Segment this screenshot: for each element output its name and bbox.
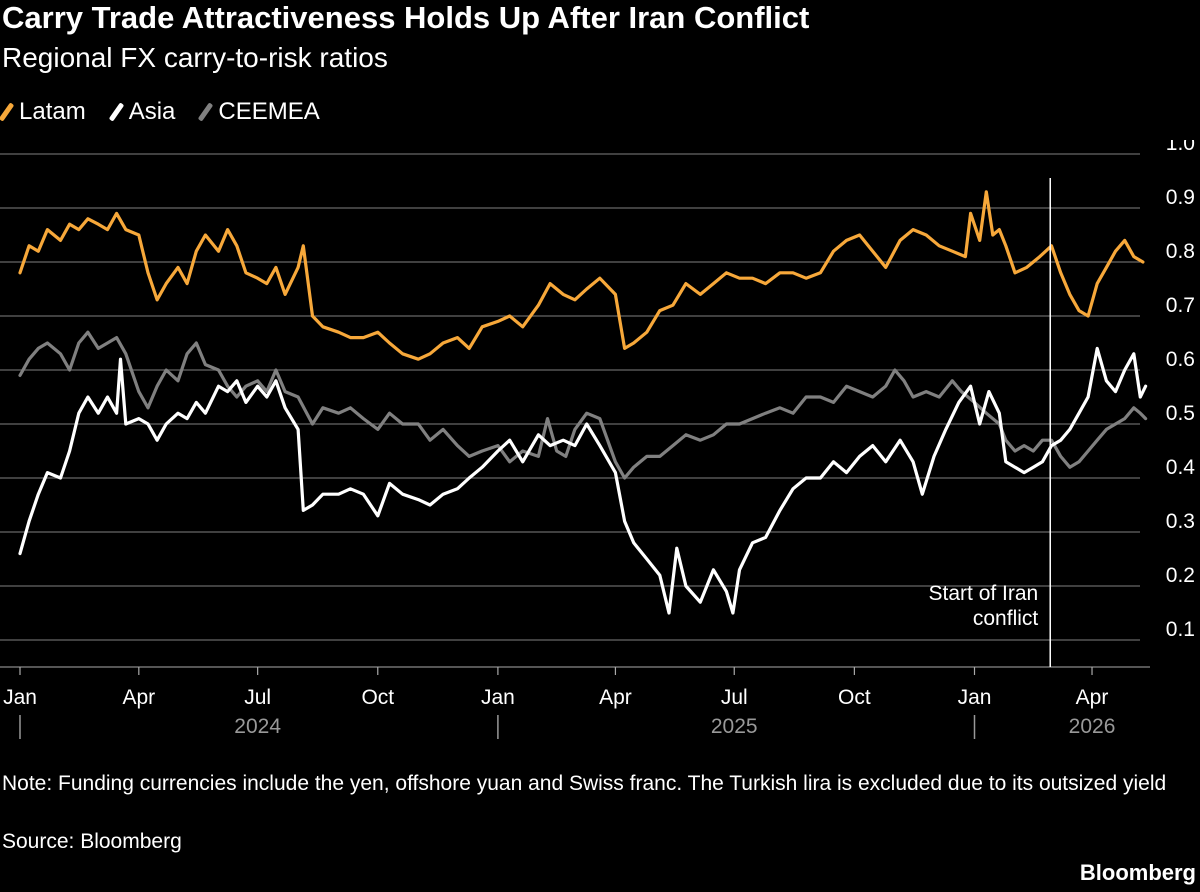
y-tick-label: 0.4: [1166, 456, 1196, 479]
annotation-text: Start of Iran: [929, 582, 1039, 605]
legend-swatch-ceemea: [198, 102, 214, 122]
x-tick-label: Jan: [3, 686, 37, 709]
legend-label-latam: Latam: [19, 98, 86, 125]
series-line-asia: [18, 346, 1148, 615]
legend-item-ceemea: CEEMEA: [198, 98, 320, 126]
chart-source: Source: Bloomberg: [2, 830, 182, 853]
y-tick-label: 0.6: [1166, 348, 1195, 371]
legend-label-ceemea: CEEMEA: [218, 98, 320, 125]
year-label: 2024: [234, 715, 281, 738]
y-tick-label: 0.1: [1166, 618, 1195, 641]
x-tick-label: Apr: [1076, 686, 1109, 709]
legend-label-asia: Asia: [128, 98, 176, 125]
grid-layer: [0, 153, 1140, 641]
x-tick-label: Jan: [958, 686, 992, 709]
year-label: 2026: [1069, 715, 1116, 738]
legend-swatch-asia: [108, 102, 124, 122]
y-tick-label: 0.3: [1166, 510, 1195, 533]
brand-logo-text: Bloomberg: [1079, 860, 1196, 885]
y-tick-label: 0.7: [1166, 294, 1195, 317]
chart-subtitle: Regional FX carry-to-risk ratios: [2, 42, 388, 73]
y-tick-label: 0.9: [1166, 186, 1195, 209]
x-tick-label: Apr: [599, 686, 632, 709]
chart-title: Carry Trade Attractiveness Holds Up Afte…: [2, 0, 810, 35]
y-tick-label: 0.2: [1166, 564, 1195, 587]
series-line-latam: [18, 190, 1145, 361]
x-tick-label: Jul: [244, 686, 271, 709]
y-tick-label: 0.8: [1166, 240, 1195, 263]
legend-item-asia: Asia: [108, 98, 176, 126]
legend-swatch-latam: [0, 102, 15, 122]
line-chart: 0.1 0.2 0.3 0.4 0.5 0.6 0.7 0.8 0.9 1.0 Jan Apr Jul O…: [0, 140, 1195, 739]
series-layer: [18, 190, 1148, 615]
y-tick-label: 1.0: [1166, 140, 1195, 155]
x-tick-label: Jan: [481, 686, 515, 709]
x-tick-label: Oct: [361, 686, 394, 709]
x-tick-label: Oct: [838, 686, 871, 709]
axis-layer: 0.1 0.2 0.3 0.4 0.5 0.6 0.7 0.8 0.9 1.0 Jan Apr Jul O…: [0, 140, 1195, 739]
chart-note: Note: Funding currencies include the yen…: [2, 772, 1167, 795]
x-tick-label: Apr: [122, 686, 155, 709]
legend: Latam Asia CEEMEA: [0, 98, 320, 126]
x-tick-label: Jul: [721, 686, 748, 709]
legend-item-latam: Latam: [0, 98, 86, 126]
year-label: 2025: [711, 715, 758, 738]
y-tick-label: 0.5: [1166, 402, 1195, 425]
annotation-text: conflict: [973, 607, 1039, 630]
